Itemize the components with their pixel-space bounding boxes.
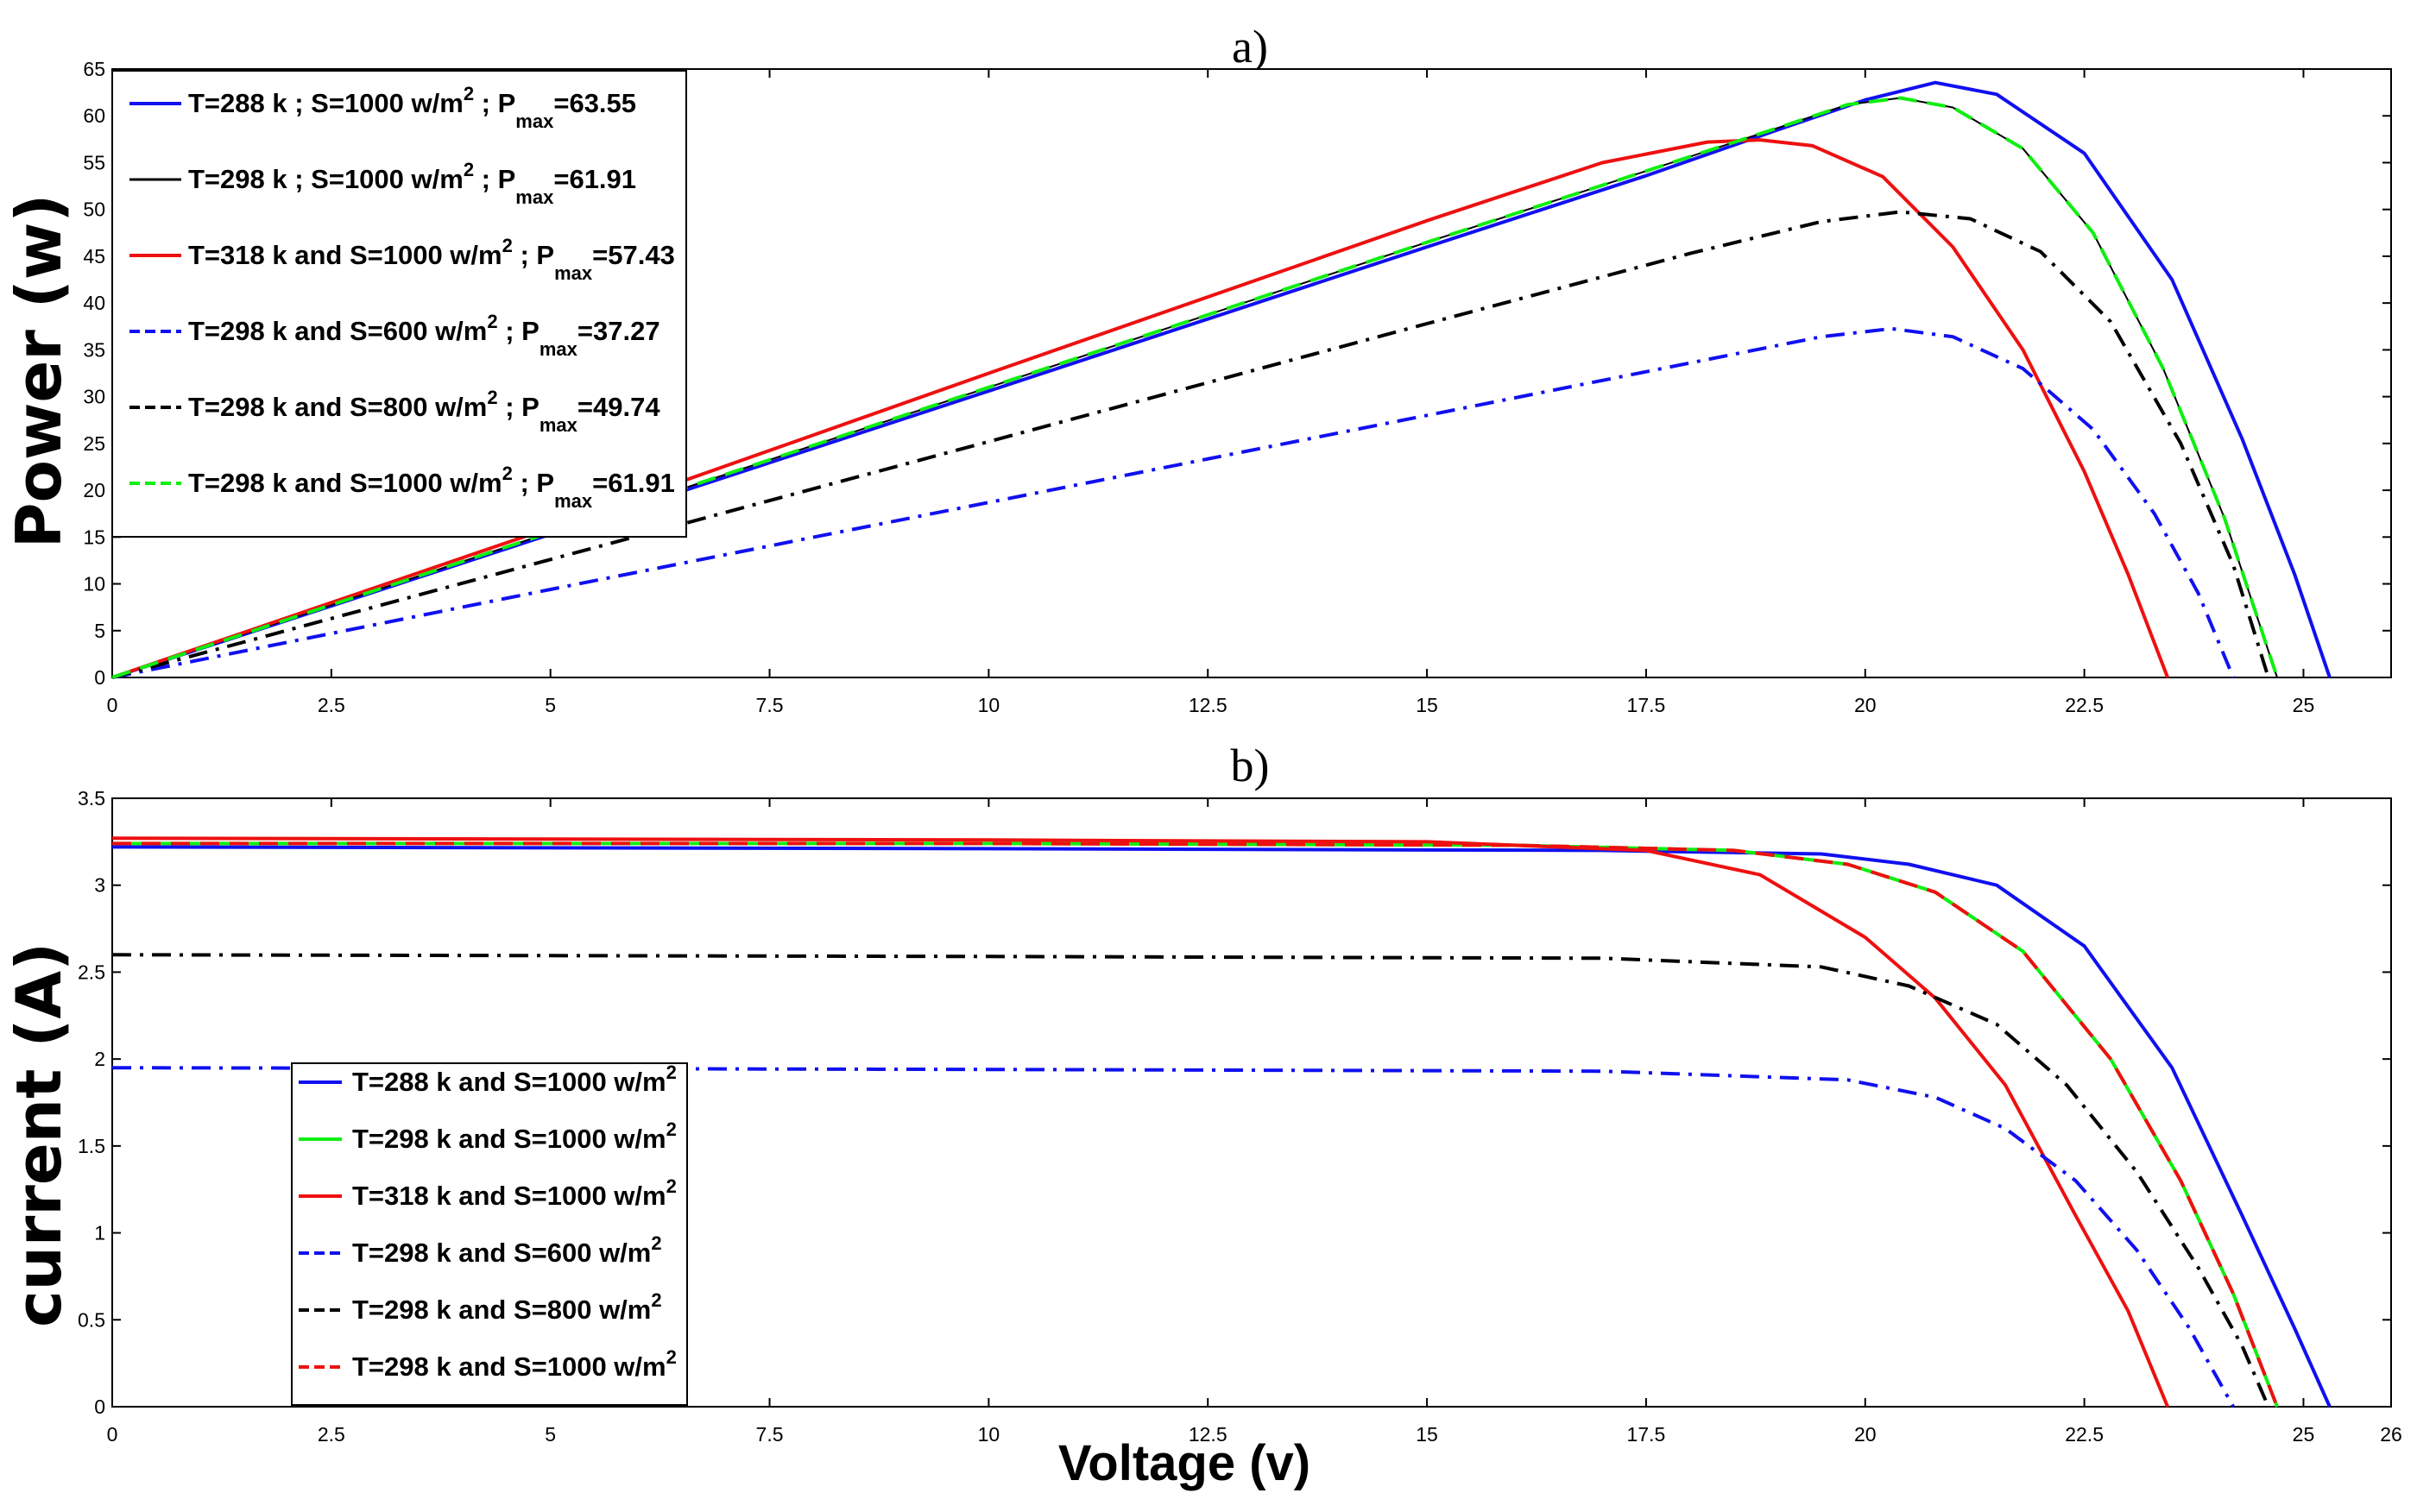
chart-title-b: b) (1231, 740, 1270, 791)
series-line-3 (111, 836, 2169, 1408)
series-layer-b (111, 836, 2332, 1408)
y-tick-label: 20 (83, 479, 105, 501)
chart-current: b) current (A) Voltage (v) 0 2.5 5 7.5 10 12.… (3, 740, 2402, 1491)
x-tick-label: 17.5 (1627, 694, 1666, 716)
series-line-1 (111, 845, 2332, 1408)
y-tick-label: 30 (83, 386, 105, 408)
legend-entry-label: T=298 k and S=600 w/m2 ; Pmax=37.27 (188, 311, 660, 360)
x-tick-label: 25 (2293, 1423, 2315, 1446)
y-tick-label: 1.5 (78, 1135, 105, 1157)
legend-b: T=288 k and S=1000 w/m2 T=298 k and S=100… (291, 1062, 688, 1406)
legend-entry-label: T=318 k and S=1000 w/m2 (352, 1175, 677, 1211)
legend-entry-label: T=298 k and S=800 w/m2 ; Pmax=49.74 (188, 387, 660, 436)
y-tick-label: 2 (94, 1048, 105, 1070)
x-tick-label: 12.5 (1189, 1423, 1227, 1446)
legend-entry-label: T=298 k and S=800 w/m2 (352, 1289, 662, 1325)
y-tick-label: 0.5 (78, 1308, 105, 1331)
legend-box (111, 70, 687, 538)
legend-entry-label: T=298 k and S=1000 w/m2 (352, 1118, 677, 1154)
x-tick-label: 20 (1854, 694, 1877, 716)
x-axis-label-voltage: Voltage (v) (1058, 1435, 1310, 1491)
x-tick-label: 7.5 (756, 694, 784, 716)
x-tick-label: 2.5 (318, 694, 345, 716)
x-tick-label: 10 (978, 1423, 1000, 1446)
axis-ticks-b: 0 2.5 5 7.5 10 12.5 15 17.5 20 22.5 25 2600.511.522… (78, 787, 2402, 1446)
x-tick-label: 12.5 (1189, 694, 1227, 716)
y-tick-label: 65 (83, 58, 105, 80)
y-tick-label: 5 (94, 620, 105, 642)
x-tick-label: 7.5 (756, 1423, 784, 1446)
y-tick-label: 40 (83, 292, 105, 314)
x-tick-label: 10 (978, 694, 1000, 716)
legend-entry-label: T=298 k and S=1000 w/m2 ; Pmax=61.91 (188, 463, 675, 512)
x-tick-label: 25 (2293, 694, 2315, 716)
y-tick-label: 10 (83, 573, 105, 595)
x-tick-label: 15 (1416, 1423, 1438, 1446)
y-tick-label: 60 (83, 104, 105, 127)
y-tick-label: 15 (83, 526, 105, 548)
series-line-6 (111, 96, 2279, 679)
legend-a: T=288 k ; S=1000 w/m2 ; Pmax=63.55 T=298 … (111, 70, 687, 538)
legend-entry-label: T=318 k and S=1000 w/m2 ; Pmax=57.43 (188, 235, 675, 284)
legend-entry-label: T=298 k and S=1000 w/m2 (352, 1346, 677, 1382)
y-tick-label: 3 (94, 874, 105, 897)
legend-box (291, 1062, 688, 1406)
legend-entry-label: T=298 k and S=600 w/m2 (352, 1232, 662, 1268)
y-tick-label: 3.5 (78, 787, 105, 810)
series-line-3 (111, 138, 2169, 679)
x-tick-label: 20 (1854, 1423, 1877, 1446)
series-line-1 (111, 80, 2332, 679)
y-axis-label-power: Power (w) (3, 194, 75, 548)
x-tick-label: 26 (2380, 1423, 2402, 1446)
y-tick-label: 55 (83, 151, 105, 173)
y-tick-label: 0 (94, 1395, 105, 1418)
y-axis-label-current: current (A) (3, 942, 75, 1327)
y-tick-label: 50 (83, 198, 105, 221)
y-tick-label: 45 (83, 245, 105, 268)
y-tick-label: 25 (83, 432, 105, 455)
y-tick-label: 35 (83, 338, 105, 361)
y-tick-label: 0 (94, 666, 105, 689)
series-line-5 (111, 210, 2270, 679)
x-tick-label: 22.5 (2065, 694, 2104, 716)
series-layer-a (111, 80, 2332, 679)
x-tick-label: 15 (1416, 694, 1438, 716)
legend-entry-label: T=288 k and S=1000 w/m2 (352, 1062, 677, 1097)
series-line-5 (111, 953, 2270, 1408)
y-tick-label: 1 (94, 1222, 105, 1244)
x-tick-label: 5 (545, 1423, 556, 1446)
x-tick-label: 22.5 (2065, 1423, 2104, 1446)
series-line-6 (112, 841, 2279, 1408)
y-tick-label: 2.5 (78, 961, 105, 983)
x-tick-label: 0 (107, 694, 118, 716)
legend-entry-label: T=298 k ; S=1000 w/m2 ; Pmax=61.91 (188, 159, 636, 208)
chart-title-a: a) (1232, 21, 1268, 72)
chart-power: a) Power (w) 0 2.5 5 7.5 10 12.5 15 17.5 20 22.5 2… (3, 21, 2392, 716)
x-tick-label: 0 (107, 1423, 118, 1446)
legend-entry-label: T=288 k ; S=1000 w/m2 ; Pmax=63.55 (188, 83, 636, 132)
x-tick-label: 2.5 (318, 1423, 345, 1446)
series-line-4 (111, 326, 2236, 679)
x-tick-label: 17.5 (1627, 1423, 1666, 1446)
x-tick-label: 5 (545, 694, 556, 716)
axis-ticks-a: 0 2.5 5 7.5 10 12.5 15 17.5 20 22.5 25 0 5 10 15 20 25 30… (83, 58, 2391, 716)
